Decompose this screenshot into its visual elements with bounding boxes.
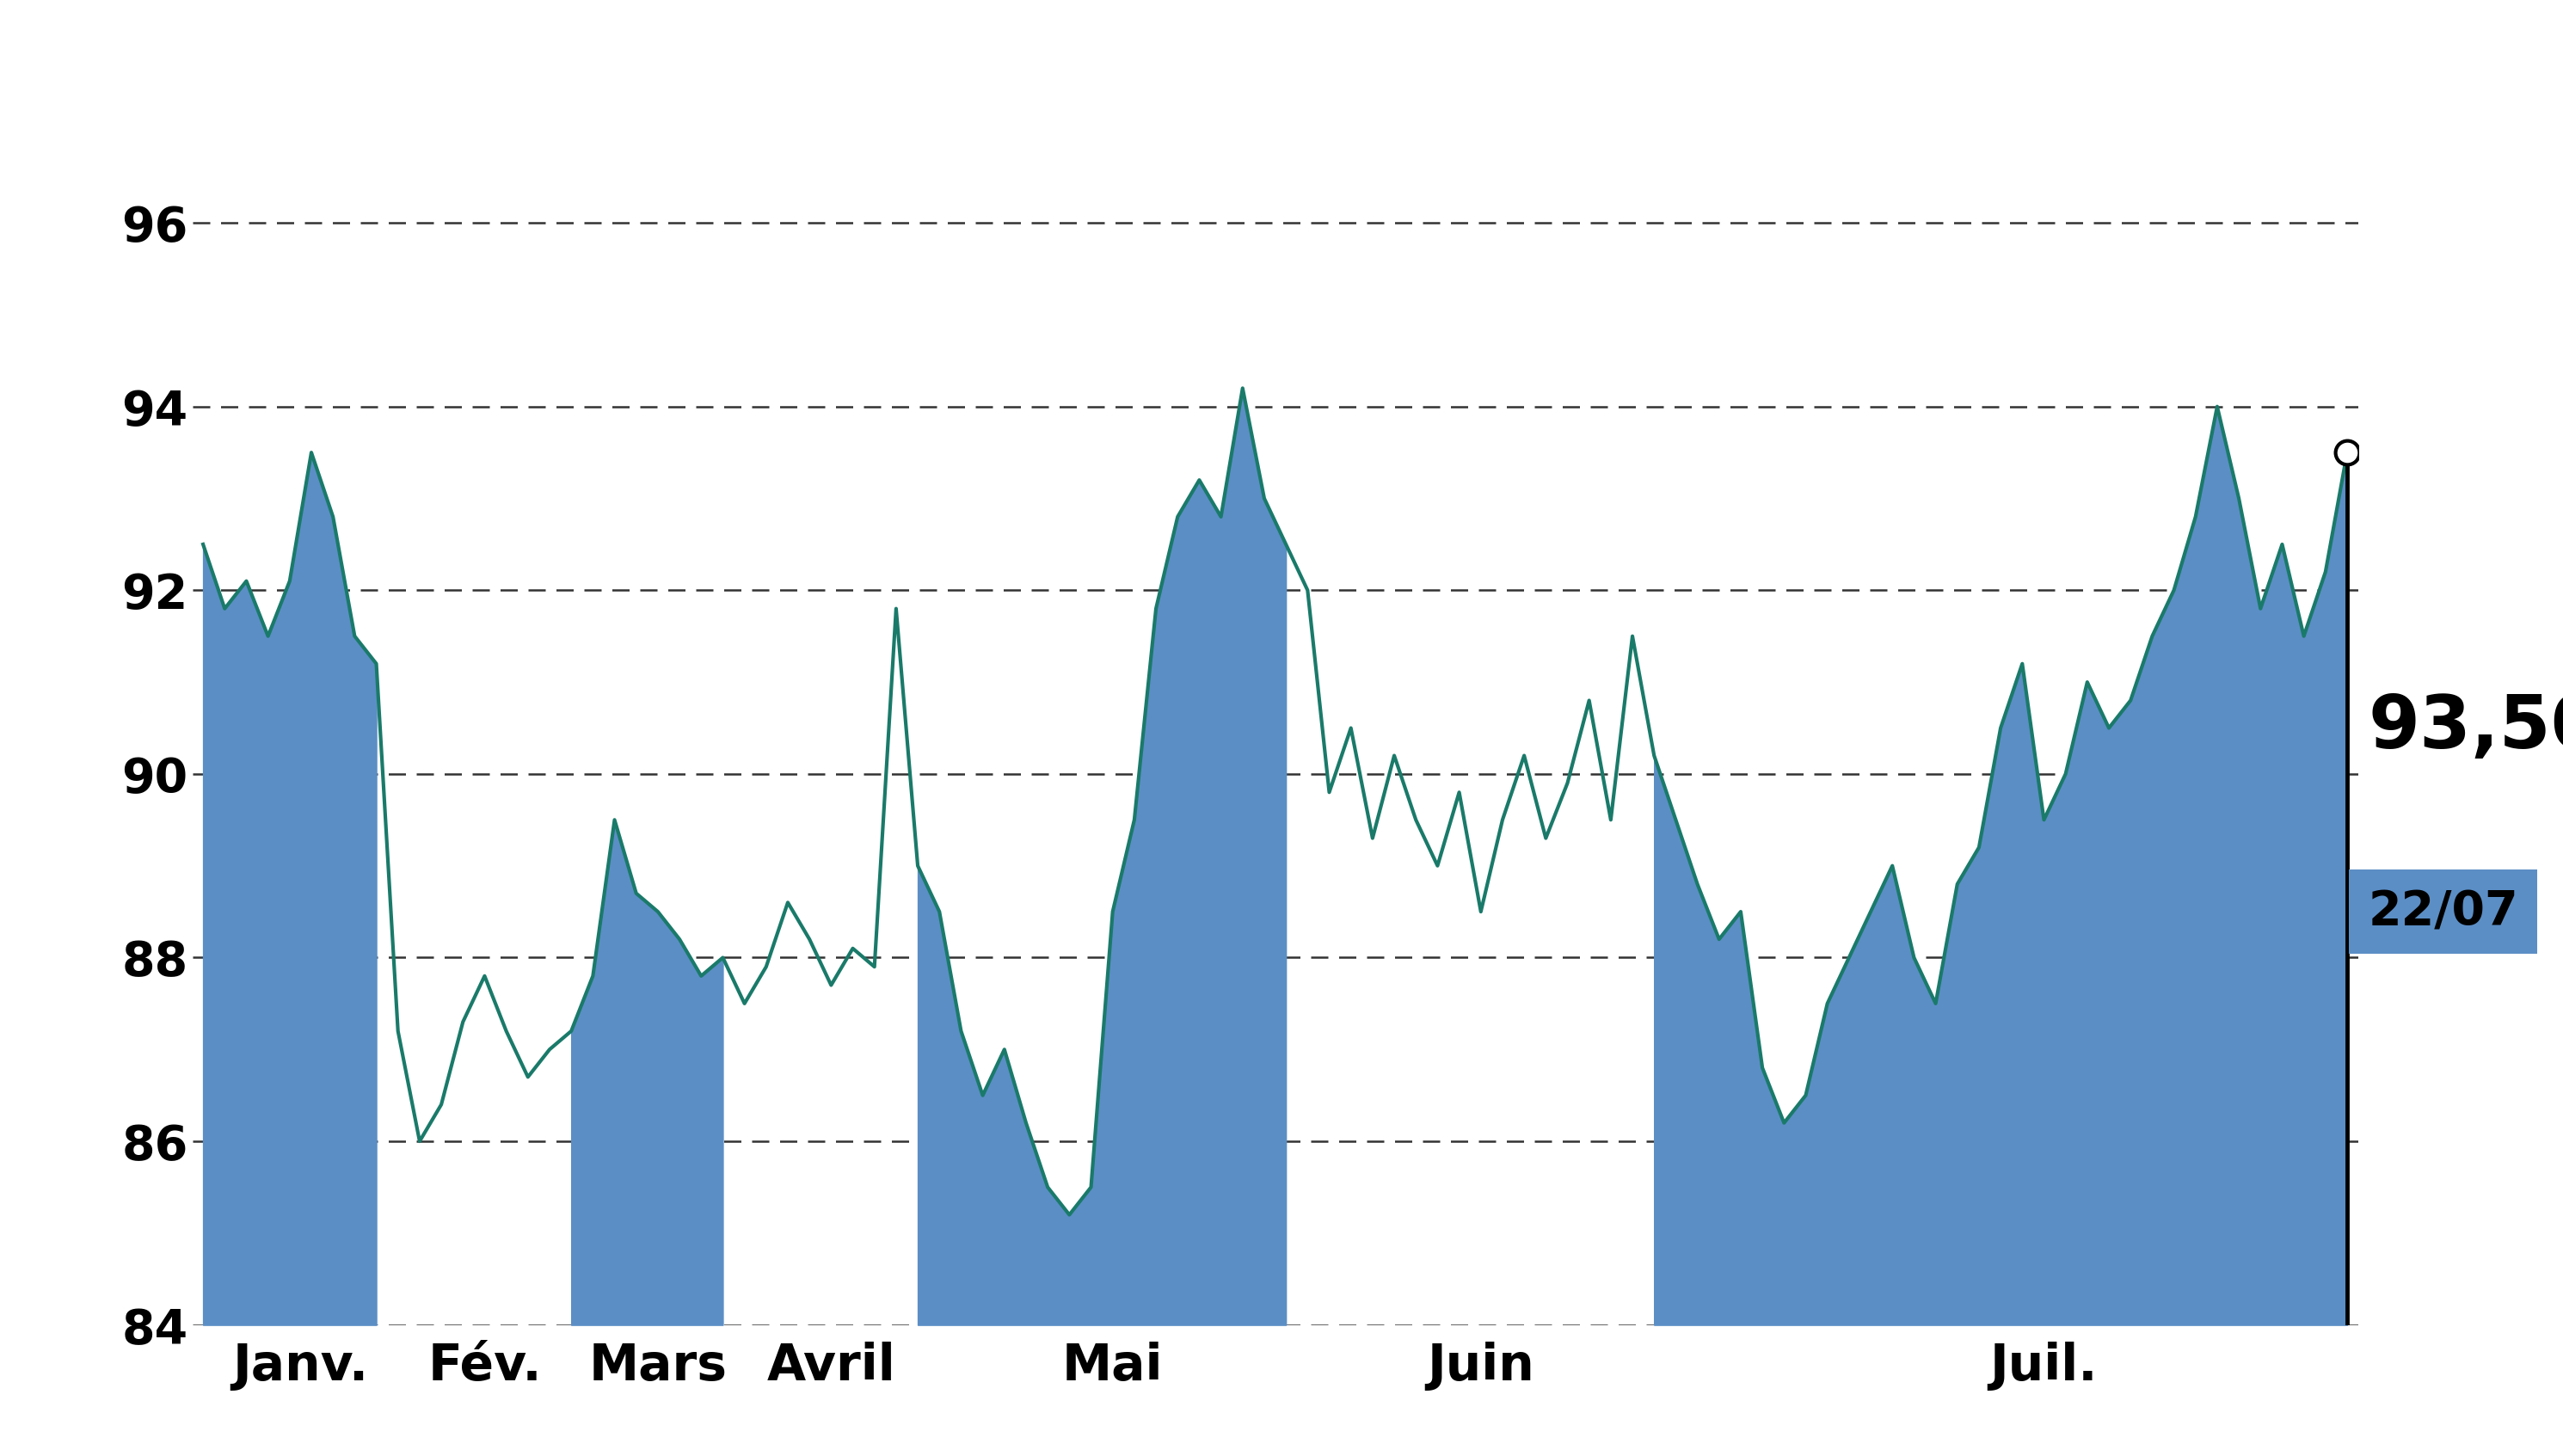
- Text: 93,50: 93,50: [2368, 692, 2563, 764]
- Text: 22/07: 22/07: [2368, 888, 2519, 935]
- Text: SANOFI: SANOFI: [1059, 4, 1504, 105]
